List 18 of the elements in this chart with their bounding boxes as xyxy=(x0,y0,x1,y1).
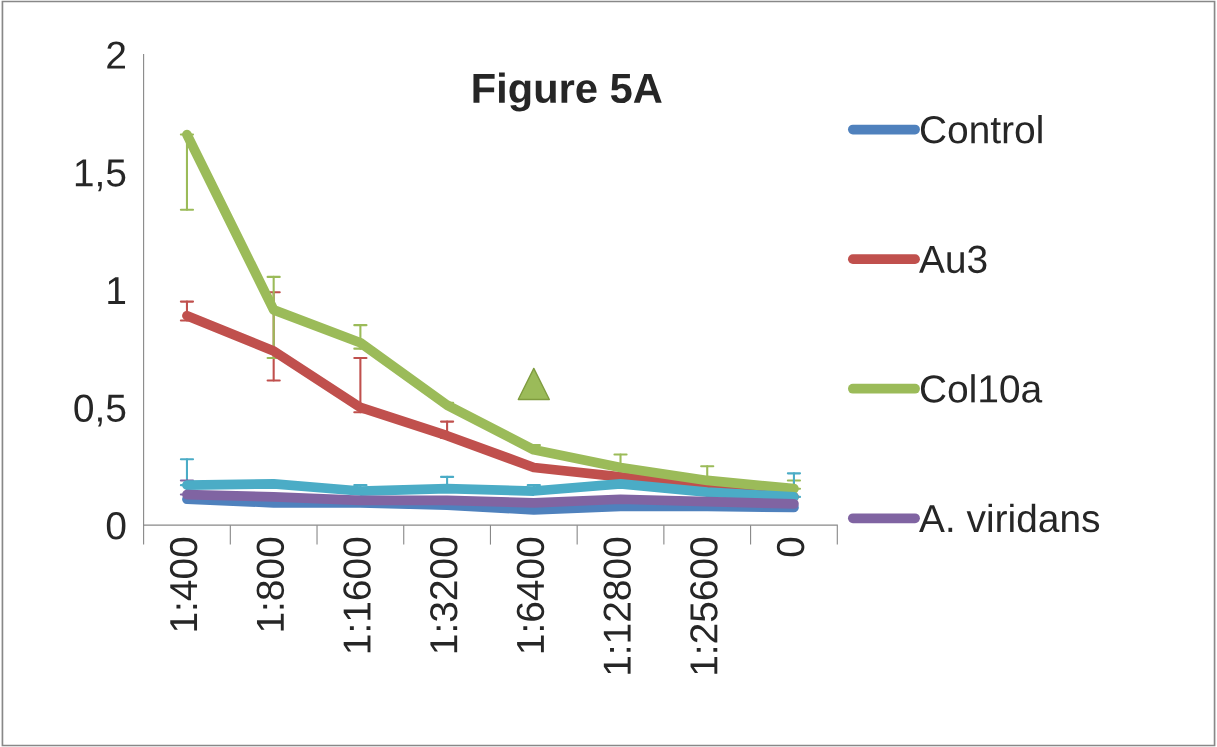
legend-label: Col10a xyxy=(920,374,1043,403)
x-tick-label: 1:3200 xyxy=(430,537,458,653)
y-tick-label: 0,5 xyxy=(74,394,126,427)
x-tick-label: 1:400 xyxy=(169,537,198,631)
y-tick-label: 1,5 xyxy=(75,159,126,192)
x-tick-label: 1:25600 xyxy=(690,537,718,674)
y-tick-label: 2 xyxy=(107,41,125,69)
x-tick-label: 1:1600 xyxy=(343,537,371,653)
x-tick-label: 1:800 xyxy=(256,537,285,631)
x-tick-label: 1:6400 xyxy=(516,537,545,653)
x-tick-label: 1:12800 xyxy=(603,537,631,674)
y-tick-label: 0 xyxy=(106,512,126,540)
chart-title: Figure 5A xyxy=(473,72,662,112)
legend-label: Au3 xyxy=(919,245,987,274)
y-tick-label: 1 xyxy=(108,277,126,304)
legend-label: Control xyxy=(920,114,1042,144)
x-tick-label: 0 xyxy=(776,537,805,557)
legend-label: A. viridans xyxy=(919,503,1100,533)
